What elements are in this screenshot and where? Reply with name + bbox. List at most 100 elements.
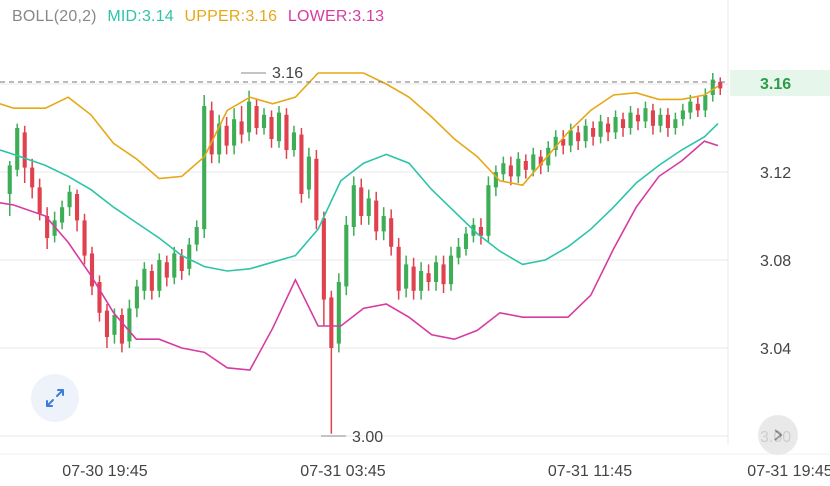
scroll-latest-button[interactable] [758, 415, 798, 455]
current-price-text: 3.16 [760, 76, 791, 93]
candle-body [187, 244, 192, 269]
candle-body [217, 123, 222, 155]
candle-body [179, 255, 184, 271]
candle-body [606, 123, 611, 133]
candle-body [613, 117, 618, 133]
candle-body [15, 128, 20, 170]
candle-body [37, 187, 42, 214]
candle-body [456, 246, 461, 258]
candle-body [224, 125, 229, 146]
candle-body [688, 101, 693, 113]
candle-body [359, 187, 364, 216]
high-annotation: 3.16 [272, 65, 303, 82]
candle-body [538, 156, 543, 166]
candle-body [127, 308, 132, 342]
candle-body [576, 132, 581, 142]
candle-body [291, 132, 297, 150]
candle-body [52, 220, 57, 236]
candle-body [620, 119, 626, 128]
boll-indicator-name: BOLL(20,2) [12, 8, 97, 25]
candle-body [97, 282, 102, 313]
expand-chart-button[interactable] [31, 374, 79, 422]
candle-body [149, 271, 154, 291]
candle-body [299, 134, 304, 194]
x-tick-label: 07-31 11:45 [548, 463, 632, 480]
candle-body [486, 185, 491, 236]
candle-body [598, 121, 603, 137]
candle-body [433, 262, 439, 282]
candle-body [336, 282, 341, 344]
x-tick-label: 07-31 03:45 [300, 463, 386, 480]
candle-body [254, 106, 259, 128]
candle-body [261, 114, 267, 128]
candle-body [247, 101, 252, 133]
boll-mid-line [0, 123, 719, 272]
indicator-legend: BOLL(20,2) MID:3.14 UPPER:3.16 LOWER:3.1… [12, 8, 390, 26]
boll-upper-value: UPPER:3.16 [184, 8, 278, 25]
candle-body [329, 297, 334, 348]
candle-body [665, 114, 670, 128]
candle-body [396, 246, 401, 291]
candle-body [695, 103, 700, 111]
candle-body [321, 218, 326, 300]
candle-body [718, 81, 723, 89]
candle-body [134, 286, 139, 309]
candle-body [710, 79, 715, 95]
candle-body [591, 128, 596, 137]
x-tick-label: 07-30 19:45 [62, 463, 148, 480]
candle-body [374, 200, 379, 232]
candle-body [194, 227, 199, 245]
candle-body [22, 132, 27, 168]
candle-body [516, 158, 521, 177]
candle-body [635, 114, 641, 122]
candle-body [583, 125, 588, 142]
candle-body [650, 110, 656, 126]
candle-body [389, 218, 394, 247]
candle-body [112, 315, 117, 335]
x-tick-label: 07-31 19:45 [747, 463, 830, 480]
candle-body [441, 264, 446, 285]
candle-body [508, 165, 513, 177]
candle-body [164, 262, 169, 278]
candle-body [119, 315, 124, 344]
candle-body [426, 273, 431, 282]
boll-upper-line [0, 72, 719, 187]
candle-body [284, 114, 289, 150]
candle-body [366, 198, 371, 216]
candle-body [448, 255, 454, 285]
candle-body [523, 161, 528, 170]
candle-body [561, 139, 566, 146]
candle-body [493, 172, 498, 188]
candle-body [658, 114, 663, 126]
candle-body [501, 163, 506, 175]
candle-body [232, 119, 237, 146]
candle-body [239, 121, 244, 135]
candle-body [411, 266, 416, 291]
candle-body [104, 310, 110, 337]
candle-body [478, 227, 483, 236]
candle-body [404, 264, 409, 289]
candle-body [463, 233, 469, 249]
boll-lower-line [0, 140, 719, 371]
low-annotation: 3.00 [352, 429, 383, 446]
candle-body [673, 119, 678, 128]
candle-body [142, 268, 147, 291]
candle-body [269, 117, 274, 139]
current-price-tag [730, 70, 830, 96]
expand-arrows-icon [46, 389, 64, 407]
candle-body [643, 108, 648, 122]
candle-body [276, 112, 282, 142]
candle-body [45, 216, 50, 238]
y-tick-label: 3.12 [760, 165, 791, 182]
candle-body [680, 110, 685, 120]
candle-body [553, 136, 558, 150]
y-tick-label: 3.04 [760, 341, 791, 358]
candle-body [703, 95, 708, 111]
candle-body [419, 271, 424, 291]
candle-body [202, 106, 207, 230]
candle-body [7, 165, 12, 194]
chevron-icon [774, 429, 783, 441]
candle-body [60, 207, 65, 223]
boll-lower-value: LOWER:3.13 [287, 8, 385, 25]
